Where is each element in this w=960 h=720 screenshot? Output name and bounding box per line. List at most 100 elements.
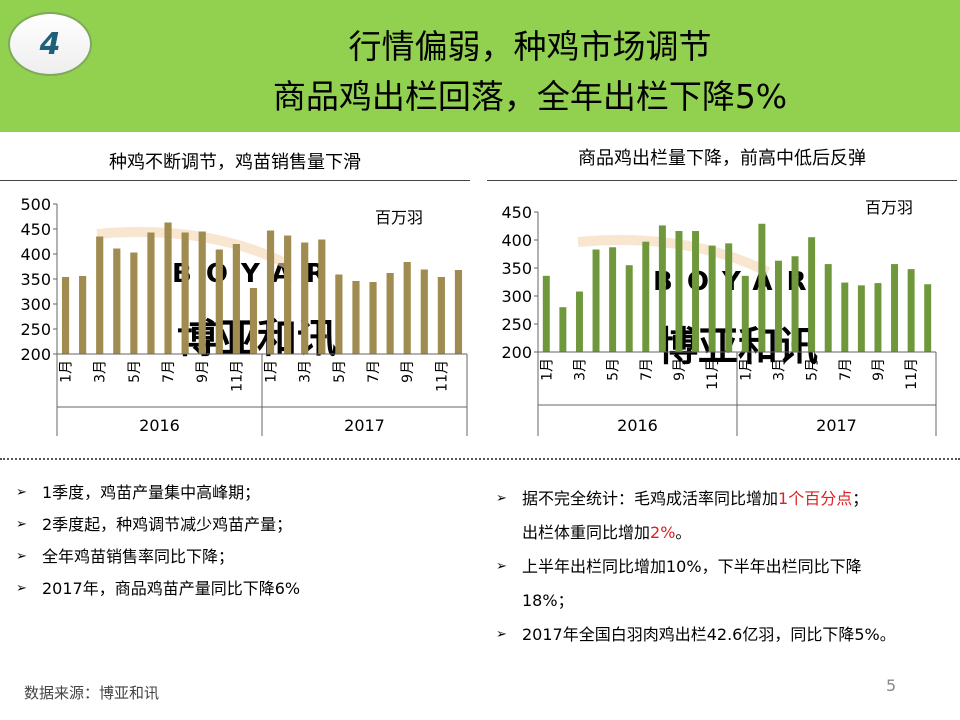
x-tick-label: 11月 (434, 360, 450, 392)
bar (575, 291, 583, 352)
unit-label: 百万羽 (375, 208, 423, 227)
list-item: ➢ 上半年出栏同比增加10%，下半年出栏同比下降 18%； (484, 550, 954, 618)
x-tick-label: 3月 (572, 358, 588, 381)
arrow-bullet-icon: ➢ (16, 517, 27, 532)
left-title-rule (0, 180, 470, 181)
list-item: ➢ 2季度起，种鸡调节减少鸡苗产量； (16, 515, 293, 534)
bar (791, 256, 799, 352)
x-tick-label: 7月 (639, 358, 655, 381)
arrow-bullet-icon: ➢ (496, 491, 507, 506)
page-number: 5 (886, 676, 897, 695)
x-tick-label: 7月 (838, 358, 854, 381)
y-tick-label: 250 (501, 315, 532, 334)
bar (437, 277, 445, 354)
bar (559, 307, 567, 352)
x-tick-label: 9月 (672, 358, 688, 381)
x-tick-label: 3月 (771, 358, 787, 381)
left-bar-chart: BOYAR博亚和讯2002503003504004505001月3月5月7月9月… (20, 195, 468, 436)
bar (708, 245, 716, 352)
bar (758, 223, 766, 352)
bar (454, 270, 463, 354)
x-tick-label: 1月 (59, 360, 75, 383)
list-item: ➢ 2017年，商品鸡苗产量同比下降6% (16, 579, 301, 598)
y-tick-label: 350 (501, 259, 532, 278)
bar (61, 277, 70, 354)
bar (147, 232, 155, 354)
y-tick-label: 400 (501, 231, 532, 250)
unit-label: 百万羽 (865, 198, 913, 217)
y-tick-label: 500 (20, 195, 51, 214)
bar (335, 274, 343, 354)
bar (741, 275, 749, 352)
bar (625, 265, 633, 352)
y-tick-label: 350 (20, 270, 51, 289)
year-label: 2016 (617, 416, 658, 435)
bar (420, 269, 428, 354)
slide-title-line1: 行情偏弱，种鸡市场调节 (348, 27, 712, 66)
bar (692, 231, 700, 352)
arrow-bullet-icon: ➢ (16, 485, 27, 500)
bar (113, 248, 121, 354)
bar (658, 225, 666, 352)
bar (403, 262, 411, 354)
bar (891, 264, 899, 352)
arrow-bullet-icon: ➢ (496, 559, 507, 574)
bar (808, 237, 816, 352)
x-tick-label: 11月 (229, 360, 245, 392)
x-tick-label: 9月 (400, 360, 416, 383)
bar (130, 252, 138, 354)
y-tick-label: 450 (20, 220, 51, 239)
bar (841, 282, 849, 352)
bar (874, 283, 882, 352)
arrow-bullet-icon: ➢ (496, 627, 507, 642)
y-tick-label: 400 (20, 245, 51, 264)
bar (198, 231, 206, 354)
bar (857, 285, 865, 352)
left-bullet-list: ➢ 1季度，鸡苗产量集中高峰期； ➢ 2季度起，种鸡调节减少鸡苗产量； ➢ 全年鸡苗销… (4, 482, 464, 610)
bar (249, 288, 258, 354)
year-label: 2017 (816, 416, 857, 435)
bar (924, 284, 932, 352)
x-tick-label: 1月 (264, 360, 280, 383)
y-tick-label: 300 (501, 287, 532, 306)
bar (301, 242, 309, 354)
year-label: 2016 (139, 416, 180, 435)
x-tick-label: 3月 (298, 360, 314, 383)
x-tick-label: 7月 (366, 360, 382, 383)
x-tick-label: 1月 (539, 358, 555, 381)
right-chart-title: 商品鸡出栏量下降，前高中低后反弹 (578, 148, 866, 169)
section-badge: 4 (8, 12, 92, 76)
y-tick-label: 200 (501, 343, 532, 362)
x-tick-label: 3月 (93, 360, 109, 383)
header-band: 4 行情偏弱，种鸡市场调节 商品鸡出栏回落，全年出栏下降5% (0, 0, 960, 132)
bar (164, 222, 172, 354)
right-title-rule (487, 180, 957, 181)
bar (96, 236, 104, 354)
arrow-bullet-icon: ➢ (16, 549, 27, 564)
bar (386, 273, 394, 354)
watermark-text: BOYAR (172, 259, 339, 289)
bar (79, 276, 87, 354)
x-tick-label: 5月 (606, 358, 622, 381)
arrow-bullet-icon: ➢ (16, 581, 27, 596)
section-divider (0, 458, 960, 460)
x-tick-label: 11月 (904, 358, 920, 390)
y-tick-label: 300 (20, 295, 51, 314)
x-tick-label: 11月 (705, 358, 721, 390)
bar (266, 230, 275, 354)
bar (542, 275, 550, 352)
y-tick-label: 250 (20, 320, 51, 339)
slide-title-line2: 商品鸡出栏回落，全年出栏下降5% (272, 77, 788, 116)
bar (824, 264, 832, 352)
bar (352, 281, 360, 354)
right-bullet-list: ➢ 据不完全统计：毛鸡成活率同比增加1个百分点； 出栏体重同比增加2%。 ➢ 上… (484, 482, 954, 652)
list-item: ➢ 1季度，鸡苗产量集中高峰期； (16, 483, 261, 502)
bar (592, 249, 600, 352)
bar (774, 260, 782, 352)
bar (284, 235, 292, 354)
watermark-text: 博亚和讯 (658, 324, 818, 370)
highlight-text: 1个百分点 (778, 489, 853, 508)
list-item: ➢ 据不完全统计：毛鸡成活率同比增加1个百分点； 出栏体重同比增加2%。 (484, 482, 954, 550)
bar (318, 239, 326, 354)
